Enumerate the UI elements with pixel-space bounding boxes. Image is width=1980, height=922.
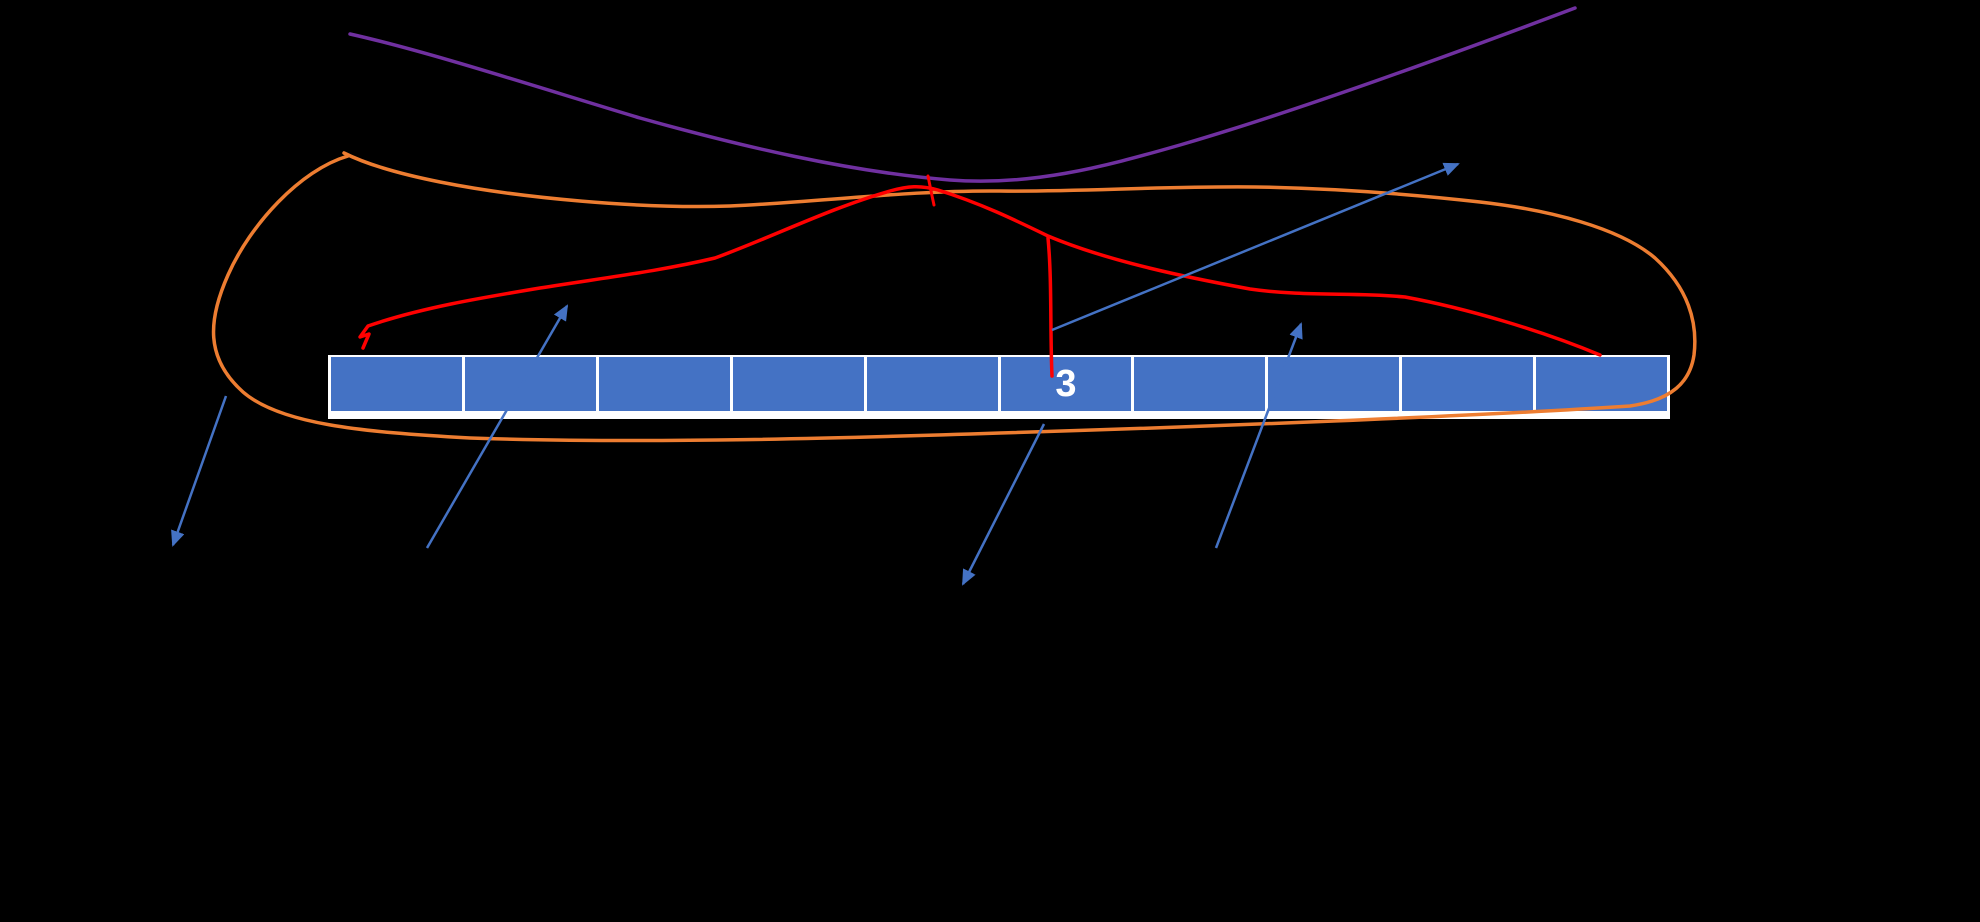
red-tick [926,174,936,207]
array-cells-row: 3 [331,357,1668,411]
arrow-far-left-down [171,395,228,547]
array-cell [1268,357,1400,411]
array-cell [866,357,998,411]
array-cell [1536,357,1668,411]
arrow-center-down [961,423,1046,586]
array-cell [598,357,730,411]
arrow-center-up-right [1051,162,1460,332]
arrow-left-up [425,304,569,549]
array-cell [732,357,864,411]
array-cell [331,357,462,411]
array-bar: 3 [328,355,1670,419]
red-curve [358,185,1602,357]
array-cell [1134,357,1266,411]
array-cell-value-3: 3 [1000,357,1132,411]
array-cell [464,357,596,411]
purple-curve [348,6,1577,183]
array-cell [1402,357,1534,411]
